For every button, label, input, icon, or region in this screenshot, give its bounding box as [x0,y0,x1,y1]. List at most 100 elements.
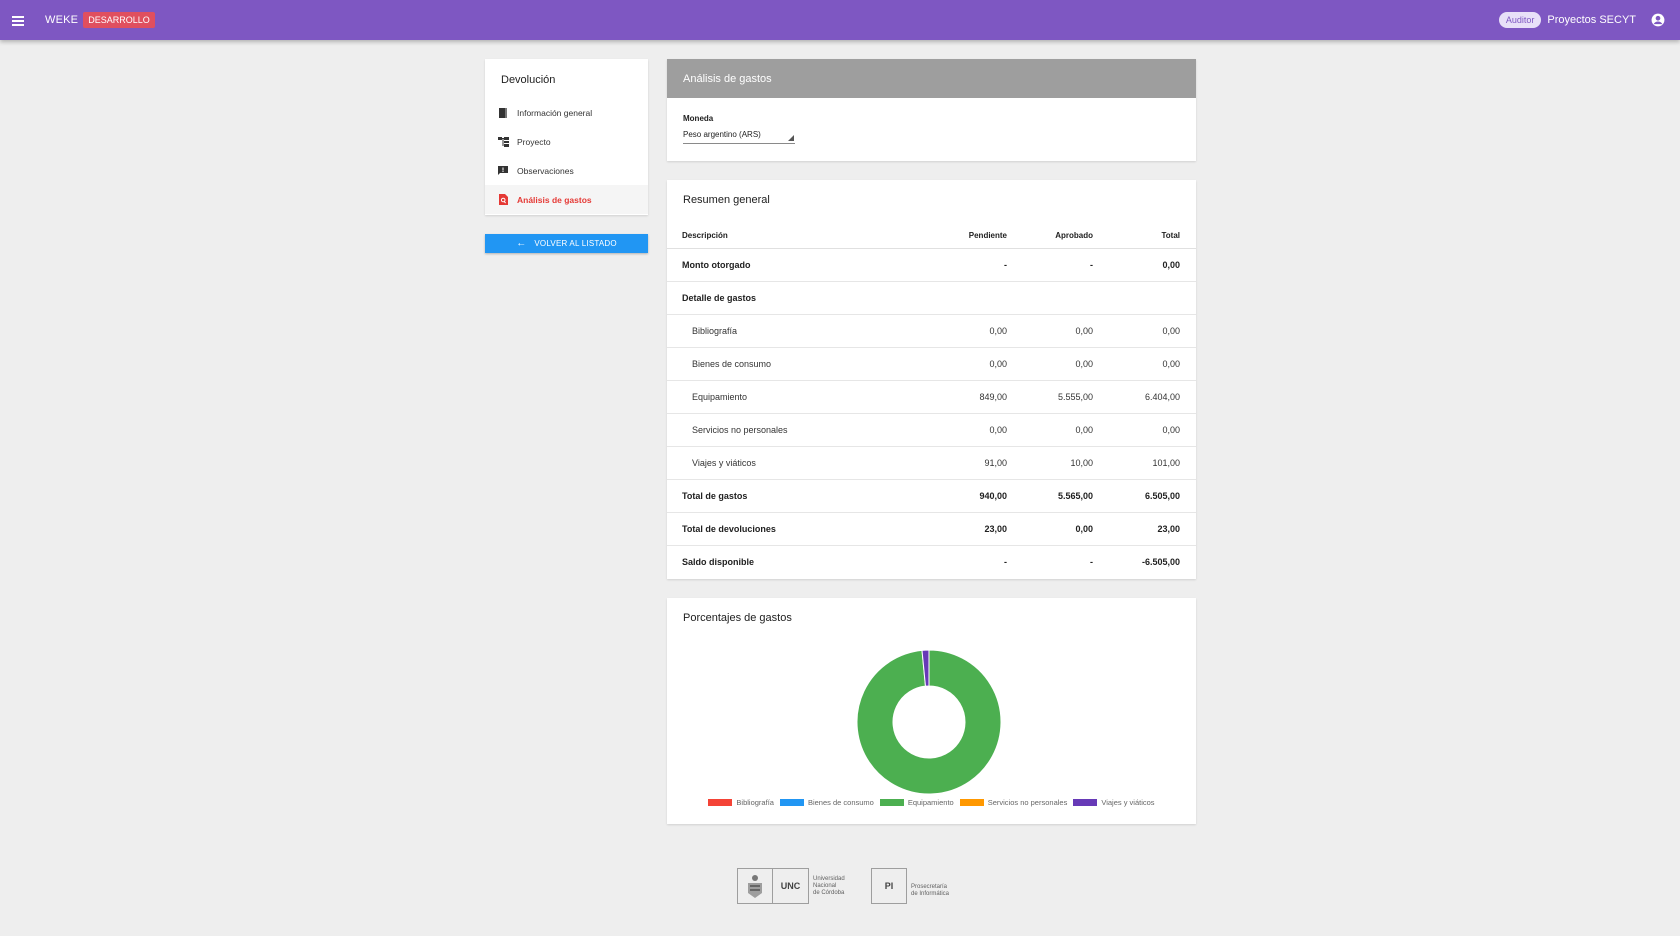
cell-aprobado: 0,00 [1023,413,1109,447]
unc-logo: UNC [773,868,809,904]
cell-pendiente: - [937,248,1023,282]
dropdown-caret-icon [788,135,794,141]
cell-aprobado: 0,00 [1023,314,1109,348]
summary-table-body: Monto otorgado - -0,00 Detalle de gastos Bib… [667,248,1196,578]
table-row: Monto otorgado - -0,00 [667,248,1196,282]
back-to-list-button[interactable]: ← VOLVER AL LISTADO [485,234,648,253]
cell-aprobado: 0,00 [1023,512,1109,546]
comment-icon [497,165,509,177]
chart-title: Porcentajes de gastos [683,612,792,624]
pi-name: Prosecretaría de Informática [911,884,971,898]
legend-swatch [708,799,733,806]
cell-pendiente: 0,00 [937,347,1023,381]
column-header-pendiente: Pendiente [937,224,1023,249]
legend-swatch [779,799,804,806]
cell-total: 23,00 [1109,512,1196,546]
currency-select[interactable]: Peso argentino (ARS) [683,128,795,144]
hierarchy-icon [497,136,509,148]
cell-aprobado: - [1090,556,1093,567]
pie-slice-equipamiento[interactable] [856,649,1002,795]
sidebar-item-label: Información general [517,107,593,118]
legend-item[interactable]: Bibliografía [708,798,774,807]
cell-desc: Saldo disponible [682,556,755,567]
cell-pendiente: 849,00 [937,380,1023,414]
sidebar-item-proyecto[interactable]: Proyecto [485,127,648,156]
cell-total: -6.505,00 [1141,556,1180,567]
currency-card: Análisis de gastos Moneda Peso argentino… [667,59,1196,161]
sidebar-item-label: Análisis de gastos [517,194,592,205]
column-header-total: Total [1109,224,1196,249]
cell-desc: Bienes de consumo [667,347,937,381]
summary-title: Resumen general [683,194,770,206]
pie-slice-viajes-y-vi-ticos[interactable] [921,649,930,687]
cell-desc: Detalle de gastos [667,281,937,315]
legend-item[interactable]: Servicios no personales [959,798,1067,807]
cell-total: 0,00 [1109,347,1196,381]
table-row: Bienes de consumo 0,00 0,00 0,00 [667,347,1196,381]
cell-desc: Servicios no personales [667,413,937,447]
cell-aprobado: - [1023,248,1109,282]
user-name[interactable]: Proyectos SECYT [1547,14,1636,26]
sidebar-item-observaciones[interactable]: Observaciones [485,156,648,185]
donut-chart-svg [856,649,1002,795]
cell-desc: Bibliografía [667,314,937,348]
cell-aprobado: 10,00 [1023,446,1109,480]
menu-icon [12,15,24,26]
search-document-icon [497,194,509,206]
legend-label: Equipamiento [907,798,954,807]
footer-logos: UNC Universidad Nacional de Córdoba PI P… [737,868,971,904]
cell-pendiente: 0,00 [937,413,1023,447]
sidebar-item-label: Proyecto [517,136,551,147]
cell-pendiente [937,281,1023,315]
role-chip: Auditor [1498,12,1542,28]
unc-name: Universidad Nacional de Córdoba [813,876,865,897]
cell-total [1109,281,1196,315]
sidebar-item-analisis-de-gastos[interactable]: Análisis de gastos [485,185,648,214]
menu-button[interactable] [0,0,36,40]
cell-pendiente: 23,00 [937,512,1023,546]
cell-aprobado: 5.555,00 [1023,380,1109,414]
cell-total: 0,00 [1109,248,1196,282]
pi-name-line: de Informática [911,891,950,897]
cell-desc: Total de gastos [667,479,937,513]
cell-pendiente: 940,00 [937,479,1023,513]
cell-aprobado: 5.565,00 [1023,479,1109,513]
summary-card: Resumen general Descripción Pendiente Ap… [667,180,1196,579]
cell-desc: Total de devoluciones [667,512,937,546]
table-row: Total de gastos 940,00 5.565,00 6.505,00 [667,479,1196,513]
chart-legend: Bibliografía Bienes de consumo Equipamient… [667,798,1196,807]
cell-desc: Equipamiento [667,380,937,414]
unc-name-line: Universidad [813,875,845,882]
table-row: Viajes y viáticos 91,00 10,00 101,00 [667,446,1196,480]
currency-select-value: Peso argentino (ARS) [683,130,761,139]
book-icon [497,107,509,119]
back-button-label: VOLVER AL LISTADO [534,239,617,248]
unc-name-line: de Córdoba [813,889,845,896]
currency-label: Moneda [683,114,714,123]
sidebar-item-informacion-general[interactable]: Información general [485,98,648,127]
arrow-left-icon: ← [516,238,527,249]
cell-total: 6.505,00 [1109,479,1196,513]
unc-seal-logo [737,868,773,904]
legend-item[interactable]: Viajes y viáticos [1073,798,1155,807]
legend-label: Bibliografía [736,798,774,807]
sidebar-title: Devolución [501,74,556,86]
table-row: Servicios no personales 0,00 0,00 0,00 [667,413,1196,447]
legend-item[interactable]: Bienes de consumo [779,798,874,807]
cell-desc: Viajes y viáticos [667,446,937,480]
table-row: Detalle de gastos [667,281,1196,315]
cell-total: 0,00 [1109,413,1196,447]
environment-badge: DESARROLLO [83,12,155,28]
top-app-bar: WEKE DESARROLLO Auditor Proyectos SECYT [0,0,1680,40]
table-row: Bibliografía 0,00 0,00 0,00 [667,314,1196,348]
donut-chart [856,649,1002,795]
account-circle-icon[interactable] [1648,10,1668,30]
cell-pendiente: - [1004,556,1007,567]
table-row: Equipamiento 849,00 5.555,00 6.404,00 [667,380,1196,414]
legend-swatch [959,799,984,806]
app-title[interactable]: WEKE [45,14,79,26]
legend-item[interactable]: Equipamiento [879,798,954,807]
column-header-aprobado: Aprobado [1023,224,1109,249]
cell-pendiente: 0,00 [937,314,1023,348]
legend-label: Bienes de consumo [807,798,874,807]
